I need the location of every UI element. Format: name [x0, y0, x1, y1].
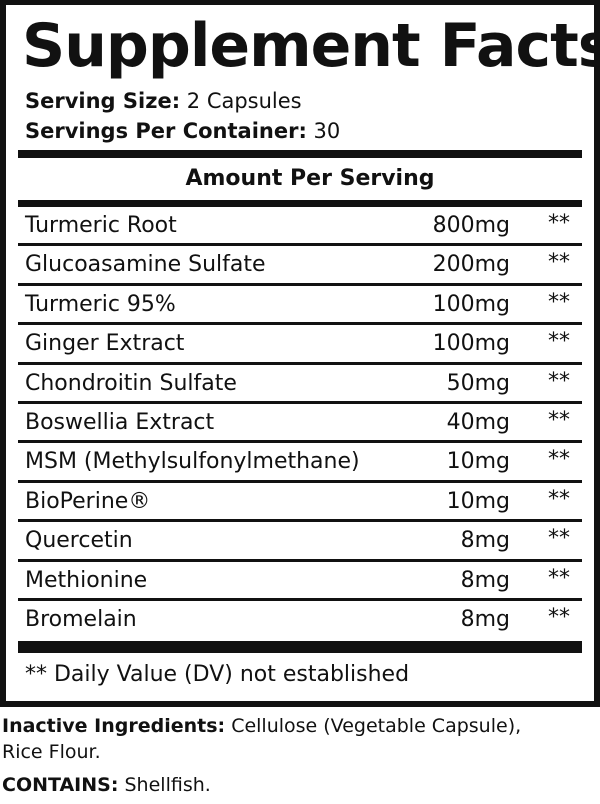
divider-thick: [18, 200, 582, 207]
serving-size-value: 2 Capsules: [186, 89, 302, 113]
ingredient-row: Methionine 8mg **: [18, 562, 582, 601]
panel-title: Supplement Facts: [22, 11, 600, 81]
ingredient-name: Bromelain: [25, 607, 137, 632]
ingredient-name: Turmeric 95%: [25, 291, 176, 317]
ingredient-amount: 10mg: [446, 488, 510, 514]
inactive-value: Cellulose (Vegetable Capsule),: [231, 715, 522, 737]
ingredient-name: BioPerine®: [25, 488, 151, 514]
ingredient-name: Glucoasamine Sulfate: [25, 252, 266, 278]
servings-per-container: Servings Per Container: 30: [25, 118, 340, 144]
servings-value: 30: [313, 119, 341, 143]
ingredient-name: Chondroitin Sulfate: [25, 370, 237, 396]
ingredient-row: Turmeric 95% 100mg **: [18, 286, 582, 326]
ingredient-amount: 50mg: [446, 370, 510, 396]
servings-label: Servings Per Container:: [25, 119, 307, 143]
ingredient-name: Turmeric Root: [25, 213, 177, 238]
supplement-facts-panel: [0, 0, 600, 707]
daily-value-marker: **: [548, 447, 570, 473]
daily-value-marker: **: [548, 289, 570, 315]
ingredient-amount: 100mg: [432, 291, 510, 317]
ingredient-row: Quercetin 8mg **: [18, 522, 582, 562]
ingredient-name: MSM (Methylsulfonylmethane): [25, 449, 360, 475]
ingredient-row: Turmeric Root 800mg **: [18, 207, 582, 247]
ingredient-amount: 8mg: [460, 567, 510, 593]
ingredient-row: Boswellia Extract 40mg **: [18, 404, 582, 444]
ingredient-row: BioPerine® 10mg **: [18, 483, 582, 523]
daily-value-marker: **: [548, 368, 570, 394]
ingredient-name: Boswellia Extract: [25, 410, 215, 435]
footnote: ** Daily Value (DV) not established: [25, 662, 410, 687]
inactive-ingredients-cont: Rice Flour.: [2, 741, 101, 763]
inactive-ingredients: Inactive Ingredients: Cellulose (Vegetab…: [2, 714, 521, 738]
ingredient-row: Glucoasamine Sulfate 200mg **: [18, 246, 582, 286]
ingredient-name: Methionine: [25, 567, 148, 593]
ingredient-row: MSM (Methylsulfonylmethane) 10mg **: [18, 443, 582, 483]
daily-value-marker: **: [548, 565, 570, 591]
serving-size: Serving Size: 2 Capsules: [25, 88, 302, 114]
serving-size-label: Serving Size:: [25, 89, 181, 113]
ingredient-row: Ginger Extract 100mg **: [18, 325, 582, 365]
ingredient-amount: 200mg: [432, 252, 510, 278]
ingredient-row: Bromelain 8mg **: [18, 601, 582, 640]
ingredient-amount: 10mg: [446, 449, 510, 475]
inactive-label: Inactive Ingredients:: [2, 715, 226, 737]
daily-value-marker: **: [548, 486, 570, 512]
contains-value: Shellfish.: [124, 774, 211, 796]
divider-thick: [18, 150, 582, 158]
daily-value-marker: **: [548, 605, 570, 630]
ingredient-amount: 800mg: [432, 213, 510, 238]
ingredient-amount: 8mg: [460, 607, 510, 632]
ingredient-amount: 8mg: [460, 528, 510, 554]
daily-value-marker: **: [548, 211, 570, 236]
ingredient-amount: 40mg: [446, 410, 510, 435]
ingredient-name: Quercetin: [25, 528, 133, 554]
amount-per-serving-header: Amount Per Serving: [185, 166, 435, 191]
daily-value-marker: **: [548, 250, 570, 276]
divider-thick: [18, 641, 582, 653]
allergen-contains: CONTAINS: Shellfish.: [2, 773, 211, 797]
contains-label: CONTAINS:: [2, 774, 119, 796]
daily-value-marker: **: [548, 329, 570, 355]
ingredient-row: Chondroitin Sulfate 50mg **: [18, 365, 582, 404]
daily-value-marker: **: [548, 526, 570, 552]
daily-value-marker: **: [548, 408, 570, 433]
ingredient-name: Ginger Extract: [25, 331, 185, 357]
ingredient-amount: 100mg: [432, 331, 510, 357]
